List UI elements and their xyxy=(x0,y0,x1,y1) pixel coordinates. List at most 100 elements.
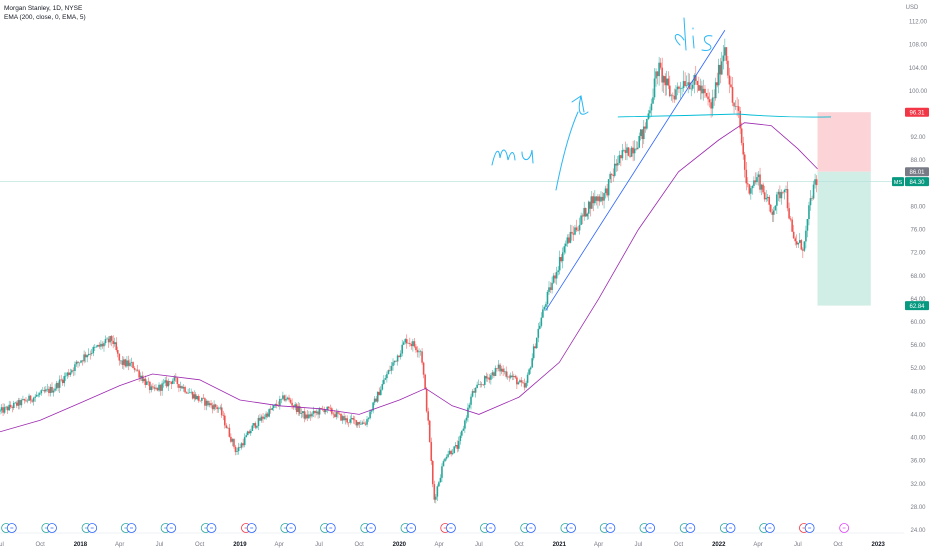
candle-body xyxy=(399,353,402,358)
candle-body xyxy=(743,154,746,170)
stop-loss-zone[interactable] xyxy=(817,112,871,172)
candle-body xyxy=(150,386,153,391)
candle-body xyxy=(132,362,134,369)
x-tick-label: 2022 xyxy=(712,542,726,548)
candle-body xyxy=(516,377,518,385)
candle-body xyxy=(179,386,182,388)
candle-body xyxy=(387,370,390,375)
candle-body xyxy=(485,376,488,379)
candle-body xyxy=(396,355,399,362)
candle-body xyxy=(84,354,87,358)
candle-body xyxy=(31,400,33,402)
candle-body xyxy=(519,380,521,383)
handwritten-annotations[interactable] xyxy=(491,17,713,191)
candle-body xyxy=(155,387,157,389)
candle-body xyxy=(604,188,607,194)
candle-body xyxy=(643,126,645,140)
symbol-tag-text: MS xyxy=(894,180,903,186)
candle-body xyxy=(223,415,226,426)
candle-body xyxy=(806,218,809,231)
candle-body xyxy=(208,403,211,406)
candle-body xyxy=(701,85,703,94)
y-tick-label: 76.00 xyxy=(910,228,926,234)
candle-body xyxy=(690,88,693,90)
candle-body xyxy=(285,398,287,401)
candle-body xyxy=(123,359,125,365)
candle-body xyxy=(716,82,719,86)
x-tick-label: Jul xyxy=(0,542,4,548)
candle-body xyxy=(572,233,575,235)
take-profit-zone[interactable] xyxy=(817,171,871,306)
candle-body xyxy=(624,150,627,153)
candle-body xyxy=(191,391,194,399)
candle-body xyxy=(745,169,748,184)
candle-body xyxy=(571,231,573,234)
x-tick-label: Apr xyxy=(115,542,124,548)
candle-body xyxy=(433,484,436,500)
candle-body xyxy=(346,418,348,423)
event-markers[interactable] xyxy=(1,523,850,533)
candle-body xyxy=(779,191,781,199)
candle-body xyxy=(29,395,32,401)
candle-body xyxy=(376,391,379,402)
candle-body xyxy=(37,394,40,396)
candle-body xyxy=(398,355,400,358)
candle-body xyxy=(309,414,312,417)
candle-body xyxy=(71,370,73,373)
candle-body xyxy=(2,407,4,413)
price-label-badge xyxy=(905,301,929,311)
ema-200-line[interactable] xyxy=(0,122,818,433)
candle-body xyxy=(627,147,630,156)
candle-body xyxy=(187,392,189,394)
trendline-drawing[interactable] xyxy=(545,30,726,311)
candle-body xyxy=(482,384,485,386)
candle-body xyxy=(129,362,131,366)
candle-body xyxy=(552,275,555,283)
price-axis[interactable] xyxy=(904,0,932,550)
x-tick-label: Oct xyxy=(195,542,205,548)
x-tick-label: Jul xyxy=(635,542,643,548)
candle-body xyxy=(133,368,136,370)
candle-body xyxy=(360,424,362,425)
candle-body xyxy=(477,384,480,385)
candle-body xyxy=(430,442,433,461)
candle-body xyxy=(395,360,397,362)
candle-body xyxy=(664,76,667,86)
candle-body xyxy=(295,404,298,412)
candle-body xyxy=(514,376,517,378)
candle-body xyxy=(318,408,321,415)
candle-body xyxy=(308,414,310,419)
candle-body xyxy=(422,362,425,375)
x-tick-label: Jul xyxy=(156,542,164,548)
candle-body xyxy=(808,205,810,219)
candle-body xyxy=(431,460,434,485)
candle-body xyxy=(323,409,325,413)
candle-body xyxy=(450,450,452,455)
candle-body xyxy=(262,416,264,419)
candle-body xyxy=(45,389,47,392)
candle-body xyxy=(159,384,162,391)
candle-body xyxy=(152,386,154,388)
candle-body xyxy=(487,377,489,379)
price-label-badge xyxy=(905,107,929,117)
candle-body xyxy=(750,188,752,194)
candle-body xyxy=(421,351,423,363)
symbol-tag-badge xyxy=(892,177,904,187)
candle-body xyxy=(14,402,17,404)
candle-body xyxy=(603,193,605,201)
horizontal-level-drawing[interactable] xyxy=(617,113,832,118)
candle-body xyxy=(532,346,535,359)
candle-body xyxy=(682,81,685,89)
candle-body xyxy=(161,383,163,391)
candle-body xyxy=(623,150,625,151)
candle-body xyxy=(644,126,647,129)
candle-body xyxy=(104,339,107,344)
candle-body xyxy=(435,496,437,500)
candle-body xyxy=(291,402,293,406)
candle-body xyxy=(167,381,170,387)
candle-body xyxy=(164,380,166,383)
candle-body xyxy=(230,436,232,442)
candle-body xyxy=(109,336,111,343)
